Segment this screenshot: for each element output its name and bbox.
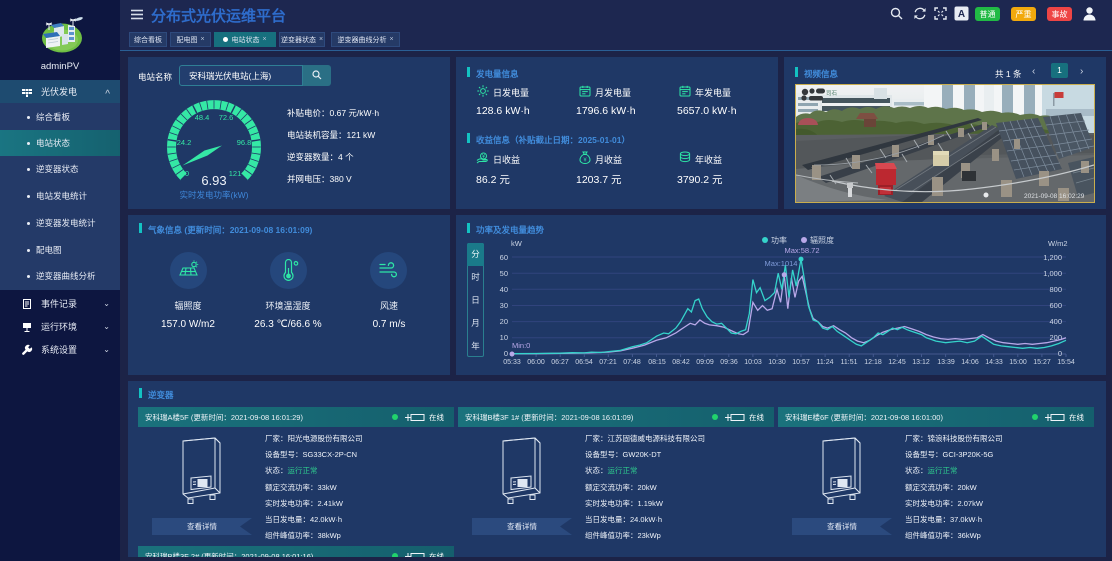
svg-text:14:33: 14:33 xyxy=(985,359,1003,366)
svg-text:08:15: 08:15 xyxy=(648,359,666,366)
svg-text:15:00: 15:00 xyxy=(1009,359,1027,366)
svg-text:200: 200 xyxy=(1049,333,1062,342)
svg-text:13:39: 13:39 xyxy=(937,359,955,366)
svg-text:14:06: 14:06 xyxy=(961,359,979,366)
svg-text:W/m2: W/m2 xyxy=(1048,239,1068,248)
svg-text:10:57: 10:57 xyxy=(792,359,810,366)
svg-text:辐照度: 辐照度 xyxy=(810,235,834,245)
svg-text:24.2: 24.2 xyxy=(177,138,192,147)
svg-text:1,200: 1,200 xyxy=(1043,253,1062,262)
svg-text:40: 40 xyxy=(500,285,508,294)
svg-text:11:24: 11:24 xyxy=(817,359,834,366)
svg-text:06:00: 06:00 xyxy=(527,359,545,366)
svg-text:13:12: 13:12 xyxy=(912,359,930,366)
svg-text:Max:1014: Max:1014 xyxy=(765,259,798,268)
svg-text:Min:0: Min:0 xyxy=(512,341,530,350)
svg-text:07:21: 07:21 xyxy=(599,359,617,366)
svg-text:10: 10 xyxy=(500,333,508,342)
svg-text:15:27: 15:27 xyxy=(1033,359,1051,366)
svg-text:6.93: 6.93 xyxy=(201,173,226,188)
svg-text:Max:58.72: Max:58.72 xyxy=(784,246,819,255)
svg-text:0: 0 xyxy=(504,349,508,358)
svg-text:30: 30 xyxy=(500,301,508,310)
svg-text:06:27: 06:27 xyxy=(551,359,569,366)
svg-text:15:54: 15:54 xyxy=(1057,359,1075,366)
svg-text:10:03: 10:03 xyxy=(744,359,762,366)
svg-text:09:09: 09:09 xyxy=(696,359,714,366)
svg-text:96.8: 96.8 xyxy=(237,138,252,147)
svg-text:48.4: 48.4 xyxy=(195,113,210,122)
svg-text:0: 0 xyxy=(185,169,189,178)
svg-text:10:30: 10:30 xyxy=(768,359,786,366)
svg-text:600: 600 xyxy=(1049,301,1062,310)
svg-text:800: 800 xyxy=(1049,285,1062,294)
svg-text:07:48: 07:48 xyxy=(623,359,641,366)
svg-text:¥: ¥ xyxy=(583,158,587,164)
svg-text:11:51: 11:51 xyxy=(841,359,858,366)
svg-text:08:42: 08:42 xyxy=(672,359,690,366)
svg-text:400: 400 xyxy=(1049,317,1062,326)
svg-text:0: 0 xyxy=(1058,349,1062,358)
svg-text:20: 20 xyxy=(500,317,508,326)
svg-text:06:54: 06:54 xyxy=(575,359,593,366)
svg-text:09:36: 09:36 xyxy=(720,359,738,366)
svg-text:A: A xyxy=(958,9,965,20)
svg-text:50: 50 xyxy=(500,269,508,278)
svg-text:72.6: 72.6 xyxy=(219,113,234,122)
svg-text:kW: kW xyxy=(511,239,523,248)
svg-text:60: 60 xyxy=(500,253,508,262)
svg-text:¥: ¥ xyxy=(482,154,486,160)
svg-text:05:33: 05:33 xyxy=(503,359,521,366)
svg-text:功率: 功率 xyxy=(771,235,787,245)
svg-text:1,000: 1,000 xyxy=(1043,269,1062,278)
svg-text:12:45: 12:45 xyxy=(888,359,906,366)
svg-text:司石: 司石 xyxy=(826,90,838,97)
svg-text:121: 121 xyxy=(229,169,242,178)
svg-text:2021-09-08 16:02:29: 2021-09-08 16:02:29 xyxy=(1024,193,1085,200)
svg-text:12:18: 12:18 xyxy=(864,359,882,366)
